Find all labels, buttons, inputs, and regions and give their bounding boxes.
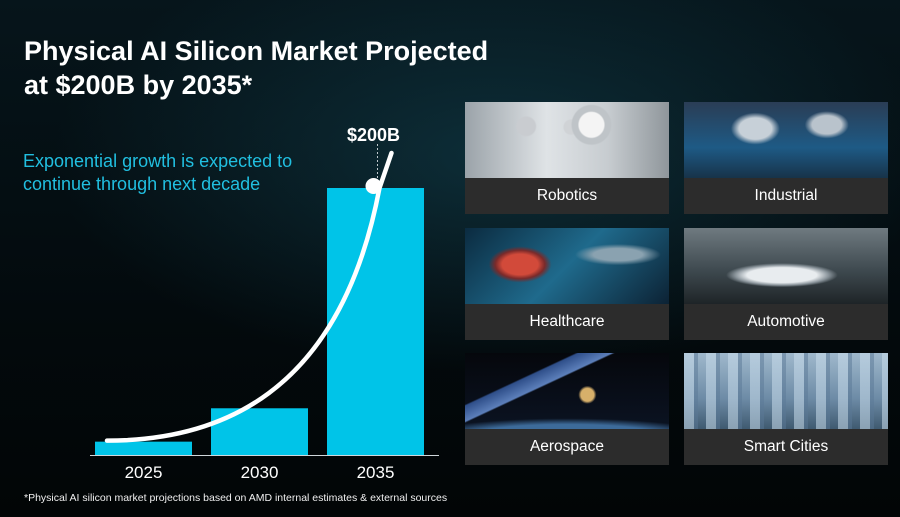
tile-label: Healthcare — [465, 304, 669, 340]
healthcare-image — [465, 228, 669, 304]
market-chart: 2025 2030 2035 $200B — [90, 125, 439, 482]
bar-2025 — [95, 441, 192, 455]
subtitle: Exponential growth is expected to contin… — [23, 150, 353, 196]
title-line-2: at $200B by 2035* — [24, 70, 253, 100]
smart-cities-image — [684, 353, 888, 429]
tile-label: Aerospace — [465, 429, 669, 465]
x-tick-label: 2025 — [125, 463, 163, 482]
footnote: *Physical AI silicon market projections … — [24, 492, 448, 504]
x-tick-label: 2035 — [357, 463, 395, 482]
tile-healthcare: Healthcare — [465, 228, 669, 340]
tile-smart-cities: Smart Cities — [684, 353, 888, 465]
bar-2030 — [211, 408, 308, 455]
aerospace-image — [465, 353, 669, 429]
tile-label: Smart Cities — [684, 429, 888, 465]
subtitle-line-1: Exponential growth is expected to — [23, 151, 293, 171]
subtitle-line-2: continue through next decade — [23, 174, 261, 194]
tile-label: Automotive — [684, 304, 888, 340]
bar-2035 — [327, 188, 424, 455]
industrial-image — [684, 102, 888, 178]
tile-label: Industrial — [684, 178, 888, 214]
page-title: Physical AI Silicon Market Projected at … — [24, 34, 584, 102]
title-line-1: Physical AI Silicon Market Projected — [24, 36, 489, 66]
tile-automotive: Automotive — [684, 228, 888, 340]
tile-robotics: Robotics — [465, 102, 669, 214]
value-marker — [365, 178, 382, 194]
x-tick-label: 2030 — [241, 463, 279, 482]
data-label-2035: $200B — [347, 125, 400, 145]
tile-industrial: Industrial — [684, 102, 888, 214]
growth-curve — [104, 150, 394, 443]
automotive-image — [684, 228, 888, 304]
robotics-image — [465, 102, 669, 178]
tile-label: Robotics — [465, 178, 669, 214]
tile-aerospace: Aerospace — [465, 353, 669, 465]
